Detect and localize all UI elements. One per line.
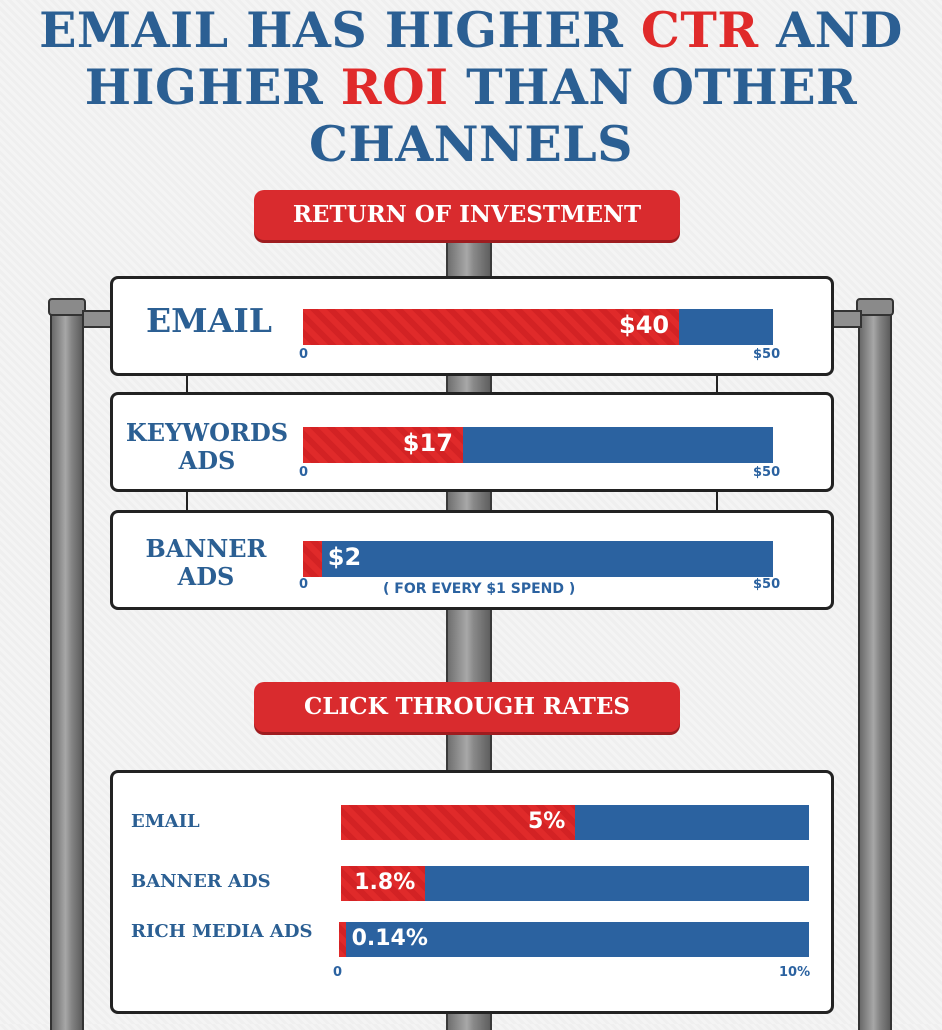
ctr-value-banner: 1.8% bbox=[354, 870, 415, 895]
roi-label-email: EMAIL bbox=[121, 301, 297, 340]
roi-label-keywords: KEYWORDS ADS bbox=[115, 419, 299, 475]
roi-panel-email: EMAIL $40 0 $50 bbox=[110, 276, 834, 376]
roi-tick-max: $50 bbox=[753, 577, 780, 592]
roi-bar-track: $2 bbox=[303, 541, 773, 577]
ctr-highlight: CTR bbox=[641, 1, 759, 59]
ctr-panel: EMAIL 5% BANNER ADS 1.8% RICH MEDIA ADS … bbox=[110, 770, 834, 1014]
roi-tick-min: 0 bbox=[299, 465, 308, 480]
ctr-value-email: 5% bbox=[528, 809, 565, 834]
ctr-label-email: EMAIL bbox=[131, 811, 200, 832]
roi-tick-min: 0 bbox=[299, 577, 308, 592]
ctr-tick-max: 10% bbox=[779, 965, 810, 980]
roi-highlight: ROI bbox=[341, 58, 449, 116]
ctr-bar-track: 1.8% bbox=[341, 866, 809, 901]
roi-label-banner: BANNER ADS bbox=[121, 535, 291, 591]
ctr-bar-track: 5% bbox=[341, 805, 809, 840]
roi-bar-track: $40 bbox=[303, 309, 773, 345]
roi-banner: RETURN OF INVESTMENT bbox=[254, 190, 680, 240]
ctr-bar-track: 0.14% bbox=[339, 922, 809, 957]
roi-bar-banner bbox=[303, 541, 322, 577]
ctr-value-rich-media: 0.14% bbox=[352, 926, 428, 951]
roi-value-email: $40 bbox=[619, 311, 669, 339]
roi-value-keywords: $17 bbox=[403, 429, 453, 457]
roi-tick-max: $50 bbox=[753, 347, 780, 362]
right-pole bbox=[858, 300, 892, 1030]
roi-value-banner: $2 bbox=[328, 543, 361, 571]
left-bracket bbox=[82, 310, 112, 328]
roi-panel-banner: BANNER ADS $2 0 ( FOR EVERY $1 SPEND ) $5… bbox=[110, 510, 834, 610]
ctr-tick-min: 0 bbox=[333, 965, 342, 980]
roi-panel-keywords: KEYWORDS ADS $17 0 $50 bbox=[110, 392, 834, 492]
roi-tick-min: 0 bbox=[299, 347, 308, 362]
ctr-label-rich-media: RICH MEDIA ADS bbox=[131, 921, 312, 942]
left-pole bbox=[50, 300, 84, 1030]
right-bracket bbox=[832, 310, 862, 328]
roi-tick-max: $50 bbox=[753, 465, 780, 480]
page-title: EMAIL HAS HIGHER CTR AND HIGHER ROI THAN… bbox=[0, 2, 942, 173]
ctr-bar-rich-media bbox=[339, 922, 346, 957]
left-pole-cap bbox=[48, 298, 86, 316]
roi-note: ( FOR EVERY $1 SPEND ) bbox=[383, 581, 575, 597]
ctr-label-banner: BANNER ADS bbox=[131, 871, 271, 892]
roi-bar-track: $17 bbox=[303, 427, 773, 463]
ctr-banner: CLICK THROUGH RATES bbox=[254, 682, 680, 732]
